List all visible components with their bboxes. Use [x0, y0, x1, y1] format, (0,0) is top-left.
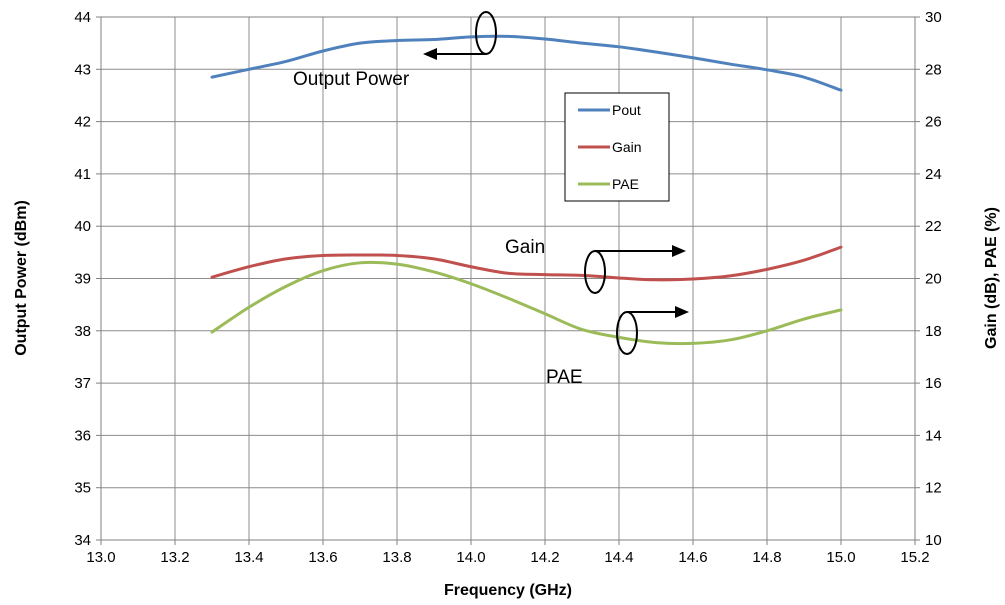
arrowhead-right-icon [675, 306, 689, 318]
x-tick-label: 13.6 [308, 549, 337, 566]
legend-label-gain: Gain [612, 139, 642, 155]
y-right-tick-label: 26 [925, 114, 942, 131]
y-right-tick-label: 14 [925, 427, 942, 444]
x-tick-label: 13.8 [382, 549, 411, 566]
x-tick-label: 15.2 [900, 549, 929, 566]
y-right-tick-label: 18 [925, 323, 942, 340]
series-line-pae [210, 260, 843, 346]
x-tick-label: 14.2 [530, 549, 559, 566]
y-left-tick-label: 38 [74, 323, 91, 340]
right-y-axis-title: Gain (dB), PAE (%) [983, 207, 1000, 349]
annotation-label-pae: PAE [546, 367, 583, 388]
annotation-ellipse-gain [584, 250, 606, 294]
y-left-tick-label: 40 [74, 218, 91, 235]
y-left-tick-label: 43 [74, 61, 91, 78]
gridlines [100, 16, 916, 541]
y-right-tick-label: 16 [925, 375, 942, 392]
x-tick-label: 13.4 [234, 549, 263, 566]
y-right-tick-label: 10 [925, 532, 942, 549]
arrowhead-left-icon [423, 48, 437, 60]
annotation-ellipse-pout [475, 11, 497, 55]
y-left-tick-label: 35 [74, 480, 91, 497]
annotation-output-power: Output Power [293, 11, 497, 90]
legend-label-pae: PAE [612, 176, 639, 192]
y-left-tick-label: 44 [74, 9, 91, 26]
x-tick-label: 14.6 [678, 549, 707, 566]
arrowhead-right-icon [672, 245, 686, 257]
x-axis-title: Frequency (GHz) [444, 582, 572, 599]
left-y-axis-title: Output Power (dBm) [13, 200, 30, 356]
y-right-tick-label: 22 [925, 218, 942, 235]
y-right-tick-label: 24 [925, 166, 942, 183]
annotation-ellipse-pae [616, 311, 638, 355]
x-tick-label: 15.0 [826, 549, 855, 566]
x-tick-label: 13.2 [160, 549, 189, 566]
y-right-tick-label: 12 [925, 480, 942, 497]
annotation-label-gain: Gain [505, 237, 545, 258]
y-right-tick-label: 28 [925, 61, 942, 78]
legend-label-pout: Pout [612, 102, 641, 118]
y-left-tick-label: 39 [74, 271, 91, 288]
series-lines [210, 34, 843, 346]
y-left-tick-label: 41 [74, 166, 91, 183]
legend: Pout Gain PAE [564, 92, 670, 202]
series-line-gain [210, 245, 843, 282]
annotation-gain: Gain [505, 237, 686, 294]
series-line-pout [210, 34, 843, 92]
x-tick-label: 13.0 [86, 549, 115, 566]
y-left-tick-label: 37 [74, 375, 91, 392]
x-tick-label: 14.0 [456, 549, 485, 566]
x-tick-label: 14.4 [604, 549, 633, 566]
annotation-pae: PAE [546, 306, 689, 388]
x-tick-label: 14.8 [752, 549, 781, 566]
x-axis-ticks: 13.0 13.2 13.4 13.6 13.8 14.0 14.2 14.4 14.6 14.8… [86, 540, 930, 566]
y-right-tick-label: 30 [925, 9, 942, 26]
annotation-label-output-power: Output Power [293, 69, 410, 90]
right-y-axis-ticks: 10 12 14 16 18 20 22 24 26 28 30 [915, 9, 942, 549]
y-left-tick-label: 42 [74, 114, 91, 131]
y-right-tick-label: 20 [925, 271, 942, 288]
y-left-tick-label: 34 [74, 532, 91, 549]
left-y-axis-ticks: 34 35 36 37 38 39 40 41 42 43 44 [74, 9, 101, 549]
y-left-tick-label: 36 [74, 427, 91, 444]
